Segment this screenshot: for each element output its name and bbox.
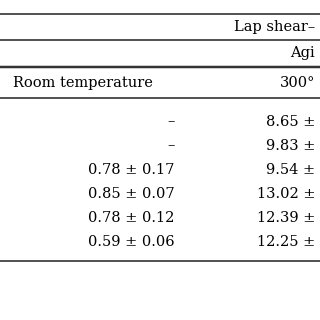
Text: 9.54 ±: 9.54 ± — [266, 163, 315, 177]
Text: Agi: Agi — [291, 46, 315, 60]
Text: 12.25 ±: 12.25 ± — [257, 235, 315, 249]
Text: 0.78 ± 0.17: 0.78 ± 0.17 — [88, 163, 174, 177]
Text: 8.65 ±: 8.65 ± — [266, 115, 315, 129]
Text: 0.85 ± 0.07: 0.85 ± 0.07 — [88, 187, 174, 201]
Text: –: – — [167, 115, 174, 129]
Text: 13.02 ±: 13.02 ± — [257, 187, 315, 201]
Text: 0.78 ± 0.12: 0.78 ± 0.12 — [88, 211, 174, 225]
Text: Lap shear–: Lap shear– — [234, 20, 315, 34]
Text: 0.59 ± 0.06: 0.59 ± 0.06 — [88, 235, 174, 249]
Text: 9.83 ±: 9.83 ± — [266, 139, 315, 153]
Text: 300°: 300° — [280, 76, 315, 90]
Text: Room temperature: Room temperature — [13, 76, 153, 90]
Text: 12.39 ±: 12.39 ± — [257, 211, 315, 225]
Text: –: – — [167, 139, 174, 153]
